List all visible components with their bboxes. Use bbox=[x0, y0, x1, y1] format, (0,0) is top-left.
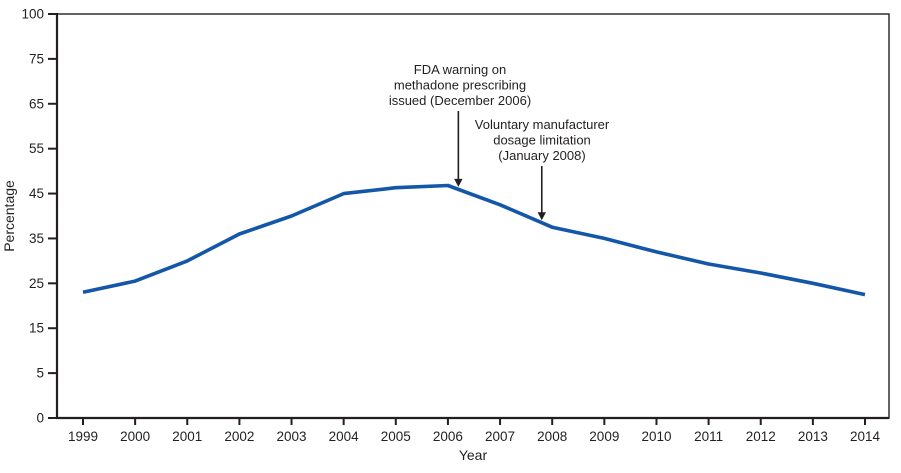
x-tick-label: 2002 bbox=[224, 429, 254, 444]
y-tick-label: 25 bbox=[29, 276, 44, 291]
x-tick-label: 2004 bbox=[329, 429, 360, 444]
y-tick-label: 35 bbox=[29, 231, 44, 246]
x-tick-label: 2011 bbox=[694, 429, 723, 444]
x-tick-label: 1999 bbox=[68, 429, 98, 444]
annotation-arrow-head bbox=[454, 178, 463, 187]
y-tick-label: 5 bbox=[36, 366, 44, 381]
annotation-text: dosage limitation bbox=[493, 133, 591, 148]
annotation-text: issued (December 2006) bbox=[389, 93, 531, 108]
annotation-text: methadone prescribing bbox=[394, 78, 526, 93]
y-axis-title: Percentage bbox=[1, 180, 17, 252]
y-tick-label: 100 bbox=[21, 7, 44, 22]
x-tick-label: 2013 bbox=[798, 429, 828, 444]
y-tick-label: 75 bbox=[29, 51, 44, 66]
y-tick-label: 0 bbox=[36, 411, 44, 426]
annotation-arrow-head bbox=[537, 212, 546, 221]
annotation-text: (January 2008) bbox=[498, 148, 585, 163]
annotation-text: Voluntary manufacturer bbox=[475, 117, 610, 132]
y-tick-label: 15 bbox=[29, 321, 44, 336]
x-tick-label: 2001 bbox=[172, 429, 202, 444]
y-tick-label: 45 bbox=[29, 186, 44, 201]
x-tick-label: 2010 bbox=[641, 429, 671, 444]
x-tick-label: 2008 bbox=[537, 429, 567, 444]
x-tick-label: 2007 bbox=[485, 429, 515, 444]
x-tick-label: 2012 bbox=[746, 429, 776, 444]
x-tick-label: 2005 bbox=[381, 429, 411, 444]
y-tick-label: 55 bbox=[29, 141, 44, 156]
x-tick-label: 2006 bbox=[433, 429, 463, 444]
x-tick-label: 2009 bbox=[589, 429, 619, 444]
x-tick-label: 2014 bbox=[850, 429, 881, 444]
annotation-text: FDA warning on bbox=[414, 62, 507, 77]
y-tick-label: 65 bbox=[29, 96, 44, 111]
x-axis-title: Year bbox=[459, 447, 488, 463]
x-tick-label: 2003 bbox=[277, 429, 307, 444]
x-tick-label: 2000 bbox=[120, 429, 150, 444]
trend-line bbox=[82, 183, 866, 297]
